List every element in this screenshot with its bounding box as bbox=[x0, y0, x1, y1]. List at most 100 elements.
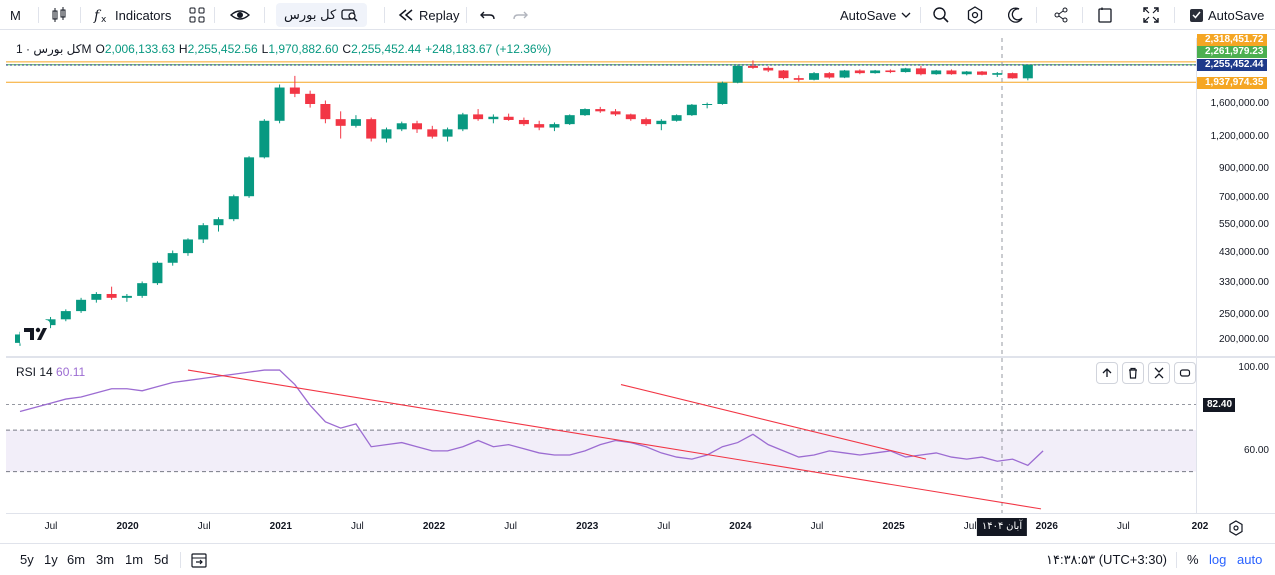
candle-body bbox=[977, 71, 988, 75]
range-1m[interactable]: 1m bbox=[125, 552, 144, 567]
snapshot-button[interactable] bbox=[1092, 3, 1118, 27]
range-5d[interactable]: 5d bbox=[154, 552, 169, 567]
symbol-search-button[interactable]: کل بورس bbox=[276, 3, 368, 27]
candle-body bbox=[793, 78, 804, 80]
delete-pane-button[interactable] bbox=[1122, 362, 1144, 384]
share-button[interactable] bbox=[1048, 3, 1074, 27]
checkbox-checked-icon bbox=[1190, 8, 1203, 22]
auto-scale-toggle[interactable]: auto bbox=[1237, 552, 1263, 567]
time-tick-label: 2023 bbox=[576, 521, 599, 532]
crosshair-date-badge: آبان ۱۴۰۴ bbox=[976, 518, 1028, 536]
candle-body bbox=[992, 73, 1003, 75]
range-6m[interactable]: 6m bbox=[67, 552, 86, 567]
legend-open-value: 2,006,133.63 bbox=[104, 42, 175, 56]
toolbar-divider bbox=[1082, 7, 1083, 23]
top-toolbar: M f x Indicators کل بورس bbox=[0, 0, 1275, 30]
candle-body bbox=[534, 124, 545, 128]
price-tag[interactable]: 2,255,452.44 bbox=[1197, 59, 1267, 71]
collapse-pane-button[interactable] bbox=[1148, 362, 1170, 384]
percent-scale-toggle[interactable]: % bbox=[1187, 552, 1199, 567]
candle-body bbox=[198, 225, 209, 240]
theme-toggle-button[interactable] bbox=[1004, 3, 1028, 27]
price-chart-svg bbox=[6, 38, 1196, 356]
time-tick-label: 2020 bbox=[116, 521, 139, 532]
rsi-line bbox=[19, 369, 1044, 467]
candle-body bbox=[579, 109, 590, 116]
rsi-tick-label: 60.00 bbox=[1243, 444, 1269, 456]
time-tick-label: 2022 bbox=[422, 521, 446, 532]
timezone-settings-icon[interactable] bbox=[1228, 520, 1244, 536]
chart-type-button[interactable] bbox=[46, 3, 72, 27]
candle-body bbox=[289, 87, 300, 94]
autosave-checkbox[interactable]: AutoSave bbox=[1186, 3, 1268, 27]
rsi-legend: RSI 14 60.11 bbox=[16, 365, 85, 379]
pane-separator[interactable] bbox=[6, 356, 1275, 358]
price-scale[interactable]: 1,600,000.00 1,200,000.00 900,000.00 700,00… bbox=[1196, 34, 1275, 356]
range-5y[interactable]: 5y bbox=[20, 552, 34, 567]
price-tag[interactable]: 2,261,979.23 bbox=[1197, 46, 1267, 58]
grid-icon bbox=[189, 7, 205, 23]
indicators-button[interactable]: f x Indicators bbox=[88, 3, 175, 27]
legend-open: O2,006,133.63 bbox=[95, 42, 174, 56]
interval-button[interactable]: M bbox=[6, 3, 25, 27]
price-pane[interactable]: کل بورس · 1M O2,006,133.63 H2,255,452.56… bbox=[6, 38, 1196, 356]
toolbar-divider bbox=[180, 552, 181, 568]
redo-button[interactable] bbox=[508, 3, 532, 27]
candle-body bbox=[1022, 65, 1033, 79]
search-icon bbox=[341, 9, 358, 22]
replay-button[interactable]: Replay bbox=[394, 3, 463, 27]
trend-line[interactable] bbox=[620, 384, 927, 460]
visibility-button[interactable] bbox=[226, 3, 254, 27]
rsi-scale[interactable]: 100.00 60.00 82.40 bbox=[1196, 358, 1275, 513]
time-tick-label: Jul bbox=[44, 521, 58, 532]
toolbar-divider bbox=[1036, 7, 1037, 23]
legend-close-value: 2,255,452.44 bbox=[351, 42, 422, 56]
candle-body bbox=[686, 104, 697, 116]
time-tick-label: 2026 bbox=[1035, 521, 1058, 532]
rsi-pane[interactable]: RSI 14 60.11 bbox=[6, 358, 1196, 513]
rsi-chart-svg bbox=[6, 358, 1196, 513]
candle-body bbox=[427, 129, 438, 137]
candle-body bbox=[320, 104, 331, 120]
toolbar-divider bbox=[1176, 552, 1177, 568]
range-3m[interactable]: 3m bbox=[96, 552, 115, 567]
log-scale-toggle[interactable]: log bbox=[1209, 552, 1227, 567]
toolbar-divider bbox=[214, 7, 215, 23]
undo-button[interactable] bbox=[476, 3, 500, 27]
eye-icon bbox=[230, 10, 250, 20]
candle-body bbox=[625, 114, 636, 120]
maximize-pane-button[interactable] bbox=[1174, 362, 1196, 384]
quick-search-button[interactable] bbox=[928, 3, 954, 27]
candle-body bbox=[335, 119, 346, 126]
share-icon bbox=[1054, 7, 1068, 23]
candle-body bbox=[518, 119, 529, 125]
candle-body bbox=[1007, 73, 1018, 79]
toolbar-divider bbox=[466, 7, 467, 23]
rsi-legend-name: RSI 14 bbox=[16, 365, 53, 379]
time-scale[interactable]: Jul 2020 Jul 2021 Jul 2022 Jul 2023 Jul 2024 Jul 20… bbox=[6, 513, 1275, 541]
autosave-dropdown[interactable]: AutoSave bbox=[836, 3, 915, 27]
settings-button[interactable] bbox=[962, 3, 988, 27]
candle-body bbox=[412, 123, 423, 130]
price-tag[interactable]: 2,318,451.72 bbox=[1197, 34, 1267, 46]
candle-body bbox=[228, 196, 239, 220]
templates-button[interactable] bbox=[184, 3, 210, 27]
trash-icon bbox=[1129, 367, 1137, 379]
candle-body bbox=[60, 311, 71, 320]
autosave-check-label: AutoSave bbox=[1208, 7, 1265, 23]
candle-body bbox=[671, 115, 682, 121]
fullscreen-button[interactable] bbox=[1138, 3, 1164, 27]
symbol-search-label: کل بورس bbox=[284, 7, 337, 22]
date-range-icon[interactable] bbox=[190, 551, 208, 569]
price-tag[interactable]: 1,937,974.35 bbox=[1197, 77, 1267, 89]
clock-timezone[interactable]: ۱۴:۳۸:۵۳ (UTC+3:30) bbox=[1046, 552, 1167, 567]
tradingview-logo[interactable] bbox=[20, 320, 50, 346]
price-tick-label: 200,000.00 bbox=[1218, 334, 1269, 345]
toolbar-divider bbox=[1174, 7, 1175, 23]
candle-body bbox=[915, 68, 926, 75]
trend-line[interactable] bbox=[187, 369, 1042, 510]
range-1y[interactable]: 1y bbox=[44, 552, 58, 567]
time-tick-label: Jul bbox=[963, 521, 977, 532]
move-pane-up-button[interactable] bbox=[1096, 362, 1118, 384]
price-tick-label: 1,600,000.00 bbox=[1210, 98, 1269, 109]
